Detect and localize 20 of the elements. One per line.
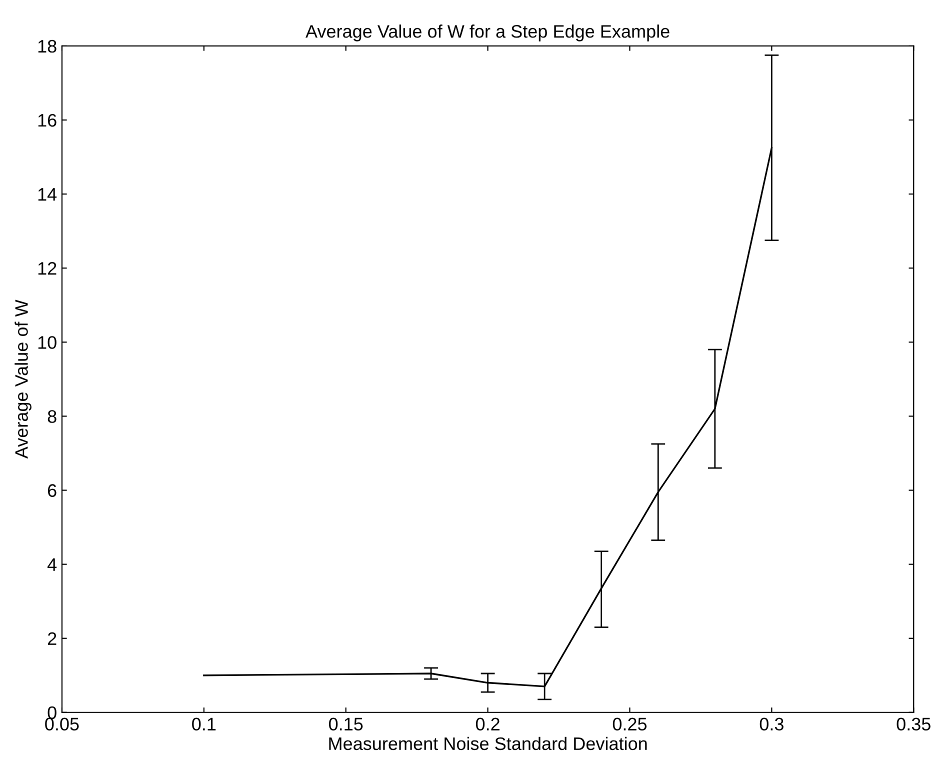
y-tick-label: 18	[38, 40, 56, 53]
y-tick-label: 2	[48, 632, 56, 645]
x-tick-label: 0.35	[896, 718, 930, 731]
y-tick-label: 12	[38, 262, 56, 275]
x-tick-label: 0.3	[760, 718, 784, 731]
y-tick-label: 6	[48, 484, 56, 497]
y-tick-label: 10	[38, 336, 56, 349]
y-tick-label: 4	[47, 558, 57, 571]
y-tick-label: 8	[48, 410, 56, 423]
x-tick-label: 0.15	[329, 718, 363, 731]
x-tick-label: 0.1	[192, 718, 216, 731]
y-axis-title: Average Value of W	[14, 300, 32, 459]
x-tick-label: 0.2	[476, 718, 500, 731]
x-axis-title: Measurement Noise Standard Deviation	[329, 736, 647, 750]
y-tick-label: 14	[38, 188, 57, 201]
x-tick-label: 0.05	[45, 718, 79, 731]
y-tick-label: 16	[38, 114, 56, 127]
x-tick-label: 0.25	[612, 718, 647, 731]
chart-title: Average Value of W for a Step Edge Example	[306, 24, 670, 42]
y-tick-label: 0	[48, 706, 56, 720]
